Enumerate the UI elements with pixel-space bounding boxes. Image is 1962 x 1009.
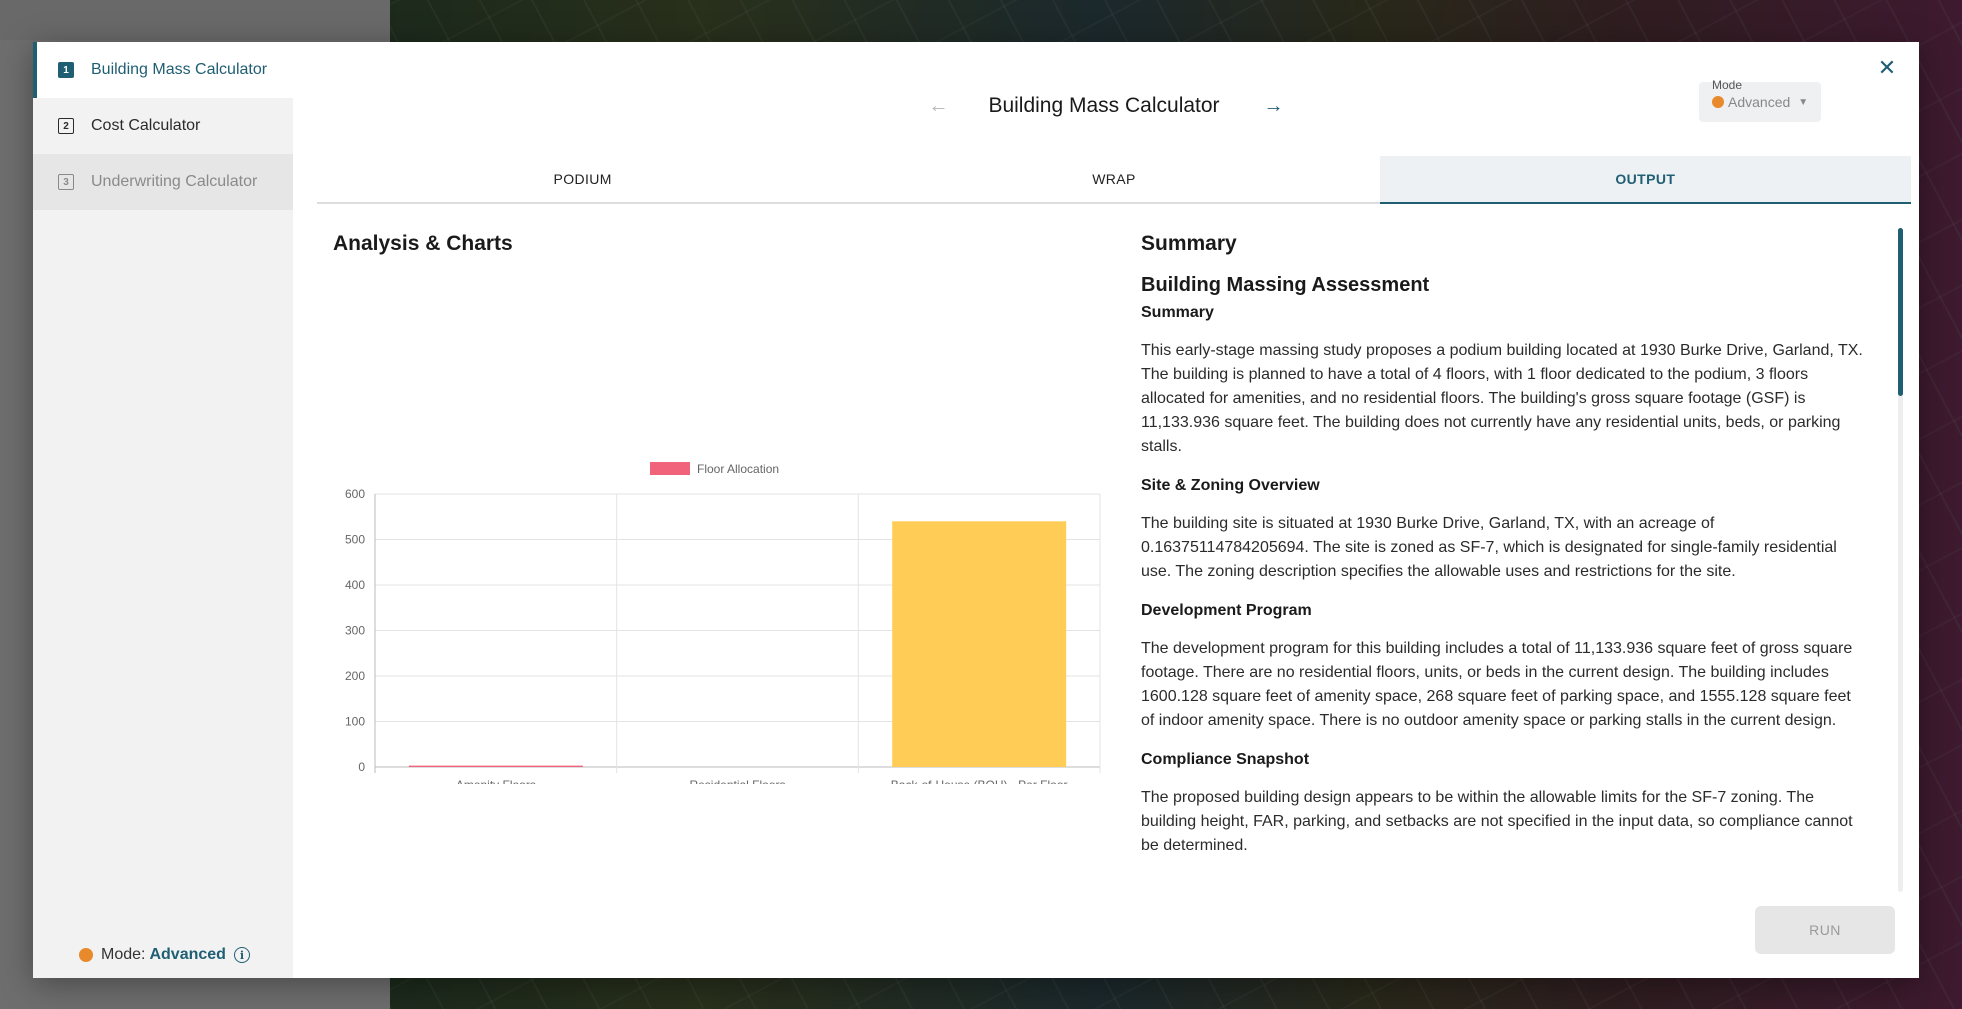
x-tick-label: Amenity Floors [456,778,536,784]
tab-podium[interactable]: PODIUM [553,171,612,187]
tab-output[interactable]: OUTPUT [1379,156,1911,204]
y-tick-label: 100 [345,715,365,729]
scrollbar-thumb[interactable] [1898,228,1903,396]
y-tick-label: 300 [345,624,365,638]
summary-paragraph: This early-stage massing study proposes … [1141,342,1863,455]
next-arrow-icon[interactable]: → [1263,94,1284,117]
sidebar-item-label: Cost Calculator [91,117,201,134]
mode-value: Advanced [149,946,226,963]
calculator-main: ✕ ← Building Mass Calculator → Mode Adva… [293,42,1919,978]
sidebar-item-building-mass[interactable]: 1 Building Mass Calculator [33,42,293,98]
summary-panel[interactable]: Summary Building Massing Assessment Summ… [1117,204,1911,894]
step-3-icon: 3 [58,174,74,190]
sidebar-item-label: Building Mass Calculator [91,61,268,78]
chevron-down-icon: ▼ [1798,96,1809,108]
tab-wrap[interactable]: WRAP [1092,171,1136,187]
y-tick-label: 600 [345,487,365,501]
sidebar-item-underwriting[interactable]: 3 Underwriting Calculator [33,154,293,210]
x-tick-label: Back-of-House (BOH) - Per Floor [891,778,1068,784]
development-program-heading: Development Program [1141,602,1312,619]
summary-scrollbar[interactable] [1898,228,1903,892]
site-zoning-heading: Site & Zoning Overview [1141,477,1320,494]
calculator-header: ← Building Mass Calculator → [293,94,1919,118]
legend-swatch [650,462,690,475]
previous-arrow-icon[interactable]: ← [928,94,949,117]
mode-indicator: Mode: Advanced i [79,946,250,964]
mode-select-value: Advanced [1728,94,1791,110]
output-content: Analysis & Charts Floor Allocation 0 100 20… [317,204,1911,894]
close-icon[interactable]: ✕ [1877,55,1897,80]
step-1-icon: 1 [58,62,74,78]
calculator-sidebar: 1 Building Mass Calculator 2 Cost Calcul… [33,42,293,978]
mode-select-value-wrap: Advanced ▼ [1712,94,1808,110]
summary-heading: Building Massing Assessment [1141,274,1430,296]
chart-bar [892,521,1067,767]
development-program-paragraph: The development program for this buildin… [1141,640,1853,729]
run-button[interactable]: RUN [1755,906,1895,954]
info-icon[interactable]: i [233,947,250,963]
floor-allocation-chart: Floor Allocation 0 100 200 300 400 500 600 Ameni… [345,462,1101,792]
compliance-paragraph: The proposed building design appears to … [1141,789,1853,854]
step-2-icon: 2 [58,118,74,134]
chart-container: Floor Allocation 0 100 200 300 400 500 600 Ameni… [325,384,1105,792]
mode-select[interactable]: Mode Advanced ▼ [1699,78,1821,122]
page-title: Building Mass Calculator [988,94,1220,117]
mode-dot-icon [1712,96,1724,108]
calculator-tabs: PODIUM WRAP OUTPUT [317,156,1911,204]
mode-dot-icon [79,948,93,962]
mode-label: Mode: [101,946,146,963]
summary-subheading: Summary [1141,304,1214,321]
compliance-heading: Compliance Snapshot [1141,751,1310,768]
chart-bar [408,765,583,767]
y-tick-label: 400 [345,578,365,592]
analysis-title: Analysis & Charts [333,232,513,255]
y-tick-label: 500 [345,533,365,547]
site-zoning-paragraph: The building site is situated at 1930 Bu… [1141,515,1837,580]
legend-label: Floor Allocation [697,462,779,476]
calculator-modal: 1 Building Mass Calculator 2 Cost Calcul… [33,42,1919,978]
y-tick-label: 200 [345,669,365,683]
analysis-panel: Analysis & Charts Floor Allocation 0 100 20… [317,204,1117,894]
sidebar-item-label: Underwriting Calculator [91,173,258,190]
sidebar-item-cost[interactable]: 2 Cost Calculator [33,98,293,154]
x-tick-label: Residential Floors [689,778,785,784]
y-tick-label: 0 [358,760,365,774]
mode-select-label: Mode [1712,78,1743,92]
summary-section-title: Summary [1141,232,1237,255]
